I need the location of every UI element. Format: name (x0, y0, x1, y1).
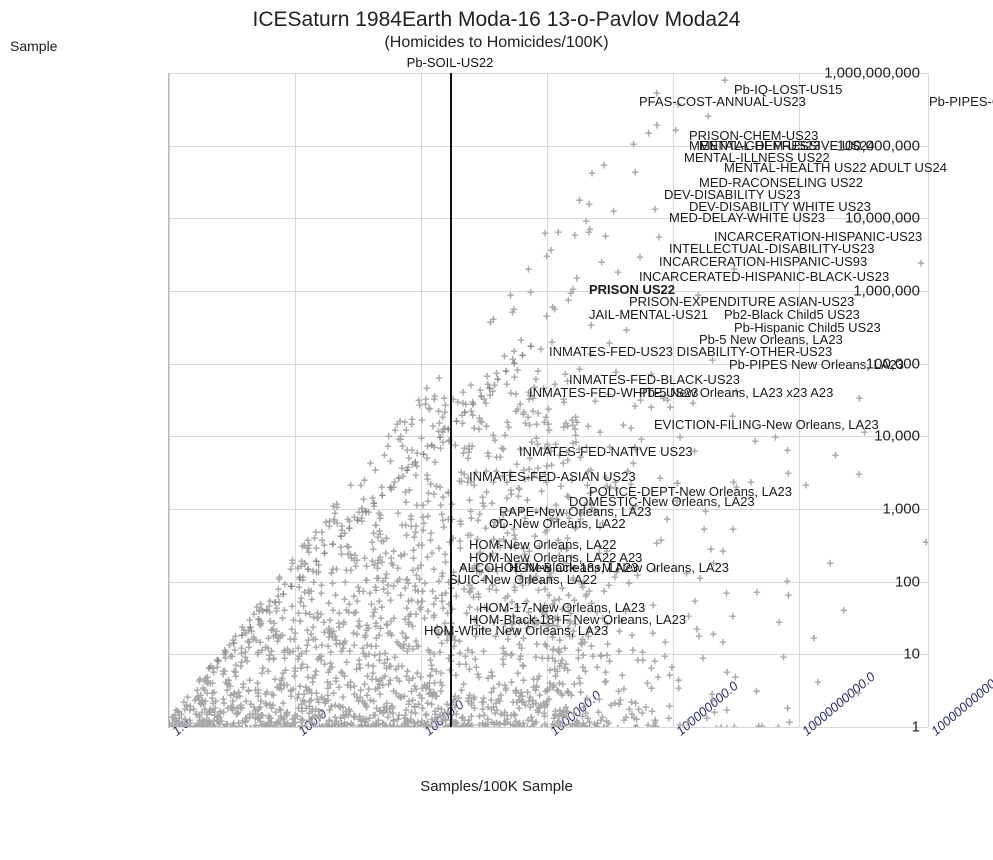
cluster-label-4: MENTAL-HEALTH US22 ADULT US24 (724, 161, 947, 176)
chart-subtitle: (Homicides to Homicides/100K) (0, 34, 993, 52)
cluster-label-25: INMATES-FED-NATIVE US23 (519, 445, 693, 460)
top-label-2: Pb-PIPES-COST New Orleans, LA23 (929, 95, 993, 110)
top-label-1: PFAS-COST-ANNUAL-US23 (639, 95, 806, 110)
cluster-label-30: OD-New Orleans, LA22 (489, 517, 626, 532)
cluster-label-26: INMATES-FED-ASIAN US23 (469, 470, 636, 485)
cluster-label-20: Pb-PIPES New Orleans, LA23 (729, 358, 904, 373)
chart-titles: ICESaturn 1984Earth Moda-16 13-o-Pavlov … (0, 0, 993, 52)
cluster-label-15: JAIL-MENTAL-US21 (589, 308, 708, 323)
chart-title: ICESaturn 1984Earth Moda-16 13-o-Pavlov … (0, 8, 993, 32)
cluster-label-12: INCARCERATED-HISPANIC-BLACK-US23 (639, 270, 889, 285)
cluster-label-35: SUIC-New Orleans, LA22 (449, 573, 597, 588)
chart-root: ICESaturn 1984Earth Moda-16 13-o-Pavlov … (0, 0, 993, 860)
cluster-label-11: INCARCERATION-HISPANIC-US93 (659, 255, 867, 270)
plot-area[interactable]: 1,000,000,000 100,000,000 10,000,000 1,0… (168, 73, 928, 728)
y-axis-top-label: Sample (10, 38, 57, 54)
x-axis-title: Samples/100K Sample (420, 778, 573, 795)
cluster-label-23: Pb-5 New Orleans, LA23 x23 A23 (639, 386, 833, 401)
reference-line-label: Pb-SOIL-US22 (407, 55, 494, 70)
cluster-label-38: HOM-White New Orleans, LA23 (424, 624, 608, 639)
cluster-label-8: MED-DELAY-WHITE US23 (669, 211, 825, 226)
x-tick-6: 1000000000000.0 (928, 660, 993, 739)
cluster-label-24: EVICTION-FILING-New Orleans, LA23 (654, 418, 879, 433)
